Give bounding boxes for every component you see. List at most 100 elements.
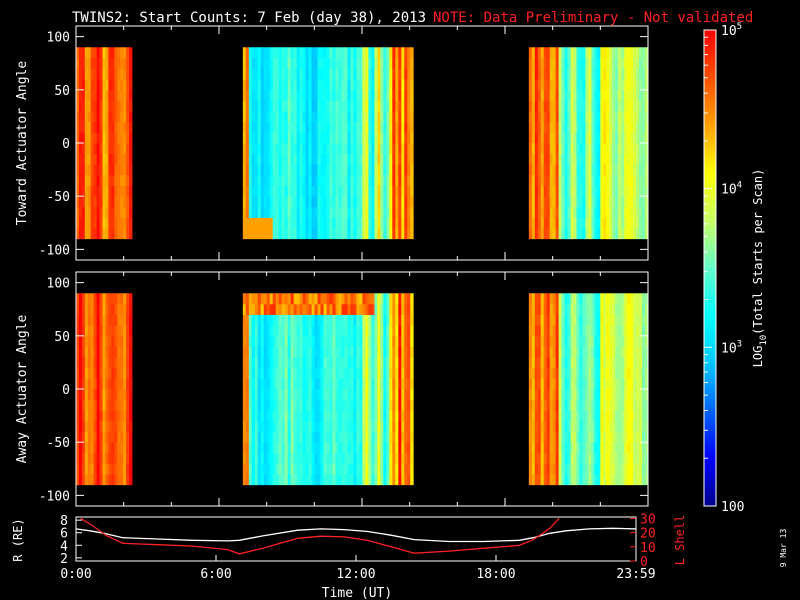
heatmap-cell [269, 389, 274, 401]
heatmap-cell [257, 217, 262, 229]
heatmap-cell [603, 228, 607, 240]
heatmap-cell [278, 357, 283, 369]
heatmap-cell [618, 132, 622, 144]
heatmap-cell [341, 325, 345, 337]
heatmap-cell [609, 217, 613, 229]
heatmap-cell [612, 474, 616, 486]
heatmap-cell [254, 57, 259, 69]
heatmap-cell [380, 164, 384, 176]
heatmap-cell [278, 47, 283, 59]
heatmap-cell [636, 196, 640, 208]
heatmap-cell [311, 346, 315, 358]
heatmap-cell [362, 57, 366, 69]
heatmap-cell [242, 314, 247, 326]
heatmap-cell [111, 442, 115, 454]
heatmap-cell [302, 228, 307, 240]
heatmap-cell [606, 431, 610, 443]
heatmap-cell [564, 357, 568, 369]
heatmap-cell [260, 143, 265, 155]
heatmap-cell [272, 431, 277, 443]
heatmap-cell [534, 357, 539, 369]
r-tick-label: 4 [60, 539, 68, 554]
heatmap-cell [398, 420, 402, 432]
heatmap-cell [392, 399, 396, 411]
heatmap-cell [582, 111, 586, 123]
heatmap-cell [317, 228, 321, 240]
heatmap-cell [621, 399, 625, 411]
heatmap-cell [618, 174, 622, 186]
heatmap-cell [326, 303, 330, 315]
heatmap-cell [573, 185, 577, 197]
heatmap-cell [633, 346, 637, 358]
heatmap-cell [326, 132, 330, 144]
heatmap-cell [564, 474, 568, 486]
heatmap-cell [546, 121, 551, 133]
heatmap-cell [588, 206, 592, 218]
heatmap-cell [344, 463, 348, 475]
heatmap-cell [87, 420, 92, 432]
heatmap-cell [534, 442, 539, 454]
heatmap-cell [111, 367, 115, 379]
heatmap-cell [609, 89, 613, 101]
heatmap-cell [395, 410, 399, 422]
heatmap-cell [612, 185, 616, 197]
heatmap-cell [573, 47, 577, 59]
heatmap-cell [627, 206, 631, 218]
heatmap-cell [579, 389, 583, 401]
heatmap-cell [117, 100, 121, 112]
heatmap-cell [588, 100, 592, 112]
heatmap-cell [299, 153, 304, 165]
heatmap-cell [90, 303, 95, 315]
heatmap-cell [624, 346, 628, 358]
heatmap-cell [123, 217, 127, 229]
heatmap-cell [407, 325, 411, 337]
lshell-tick-label: 20 [640, 527, 656, 542]
heatmap-cell [570, 399, 574, 411]
heatmap-cell [120, 293, 124, 305]
heatmap-cell [645, 174, 649, 186]
heatmap-cell [120, 143, 124, 155]
heatmap-cell [582, 389, 586, 401]
heatmap-cell [120, 57, 124, 69]
heatmap-cell [630, 378, 634, 390]
heatmap-cell [600, 367, 604, 379]
heatmap-cell [299, 185, 304, 197]
heatmap-cell [591, 410, 595, 422]
heatmap-cell [284, 431, 289, 443]
heatmap-cell [380, 452, 384, 464]
heatmap-cell [296, 325, 301, 337]
heatmap-cell [254, 164, 259, 176]
heatmap-cell [93, 378, 98, 390]
heatmap-cell [362, 228, 366, 240]
heatmap-cell [576, 228, 580, 240]
heatmap-cell [582, 452, 586, 464]
heatmap-cell [114, 335, 118, 347]
heatmap-cell [347, 325, 351, 337]
heatmap-cell [558, 452, 563, 464]
heatmap-cell [102, 431, 106, 443]
heatmap-cell [407, 314, 411, 326]
heatmap-cell [609, 143, 613, 155]
heatmap-cell [320, 389, 324, 401]
heatmap-cell [257, 111, 262, 123]
heatmap-cell [398, 325, 402, 337]
heatmap-cell [624, 68, 628, 80]
heatmap-cell [245, 164, 250, 176]
heatmap-cell [636, 357, 640, 369]
heatmap-cell [374, 293, 378, 305]
heatmap-cell [585, 410, 589, 422]
heatmap-cell [407, 228, 411, 240]
heatmap-cell [528, 389, 533, 401]
heatmap-cell [645, 185, 649, 197]
heatmap-cell [120, 335, 124, 347]
heatmap-cell [242, 346, 247, 358]
heatmap-cell [105, 346, 109, 358]
heatmap-cell [404, 132, 408, 144]
heatmap-cell [386, 410, 390, 422]
heatmap-cell [555, 367, 560, 379]
heatmap-cell [245, 196, 250, 208]
heatmap-cell [386, 420, 390, 432]
heatmap-cell [260, 228, 265, 240]
heatmap-cell [531, 452, 536, 464]
heatmap-cell [356, 132, 360, 144]
